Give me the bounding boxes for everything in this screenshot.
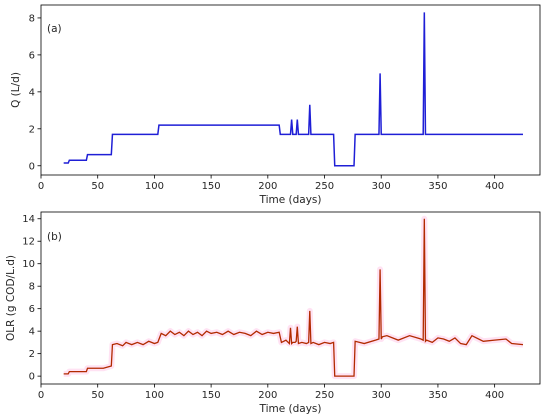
- panel-b-y-tick-label: 10: [22, 259, 35, 270]
- panel-a-x-ticks: 0 50 100 150 200 250 300 350 400: [38, 175, 504, 192]
- panel-a-x-tick-label: 0: [38, 181, 44, 192]
- panel-a-y-tick-label: 4: [29, 87, 35, 98]
- panel-a-x-tick-label: 300: [372, 181, 391, 192]
- panel-a-y-tick-label: 0: [29, 161, 35, 172]
- panel-b-y-tick-label: 0: [29, 372, 35, 383]
- panel-a-y-tick-label: 2: [29, 124, 35, 135]
- panel-b-x-tick-label: 250: [315, 390, 334, 401]
- panel-b-frame: [40, 211, 541, 385]
- panel-b-olr-series-line: [63, 218, 524, 377]
- panel-b-y-tick-label: 14: [22, 214, 35, 225]
- panel-b-x-tick-label: 0: [38, 390, 44, 401]
- panel-b-y-ticks: 0 2 4 6 8 10 12 14: [22, 214, 41, 383]
- panel-b-olr-series-band: [63, 215, 524, 380]
- panel-b-y-tick-label: 12: [22, 237, 35, 248]
- panel-b-x-tick-label: 100: [145, 390, 164, 401]
- panel-a-x-tick-label: 150: [202, 181, 221, 192]
- panel-a-y-tick-label: 8: [29, 13, 35, 24]
- panel-a-y-tick-label: 6: [29, 50, 35, 61]
- panel-b-x-ticks: 0 50 100 150 200 250 300 350 400: [38, 384, 504, 401]
- panel-b-x-tick-label: 150: [202, 390, 221, 401]
- panel-b-y-tick-label: 4: [29, 327, 35, 338]
- panel-b-y-tick-label: 2: [29, 349, 35, 360]
- panel-a-x-tick-label: 50: [91, 181, 104, 192]
- panel-b-y-tick-label: 8: [29, 282, 35, 293]
- panel-b-x-tick-label: 350: [428, 390, 447, 401]
- panel-a-label: (a): [47, 23, 62, 35]
- panel-a-x-tick-label: 200: [258, 181, 277, 192]
- panel-a-x-tick-label: 250: [315, 181, 334, 192]
- panel-a-x-tick-label: 350: [428, 181, 447, 192]
- panel-b-x-tick-label: 200: [258, 390, 277, 401]
- panel-a-x-tick-label: 400: [485, 181, 504, 192]
- panel-b-y-tick-label: 6: [29, 304, 35, 315]
- panel-a-y-ticks: 0 2 4 6 8: [29, 13, 41, 172]
- panel-a-x-tick-label: 100: [145, 181, 164, 192]
- panel-b-y-axis-label: OLR (g COD/L.d): [5, 255, 17, 341]
- panel-b-x-tick-label: 300: [372, 390, 391, 401]
- panel-a-frame: [40, 4, 541, 176]
- panel-b-x-axis-label: Time (days): [258, 403, 321, 415]
- panel-a-x-axis-label: Time (days): [258, 194, 321, 206]
- panel-a-chart: (a) 0 50 100 150 200 250 300 350 400 0 2 4 6 8 Time …: [10, 4, 541, 206]
- panel-a-q-series-line: [63, 12, 523, 167]
- panel-b-label: (b): [47, 231, 62, 243]
- panel-b-x-tick-label: 50: [91, 390, 104, 401]
- panel-b-x-tick-label: 400: [485, 390, 504, 401]
- panel-b-chart: (b) 0 50 100 150 200 250 300 350 400 0 2 4 6 8 10 12 14…: [5, 211, 541, 415]
- panel-a-y-axis-label: Q (L/d): [10, 72, 22, 108]
